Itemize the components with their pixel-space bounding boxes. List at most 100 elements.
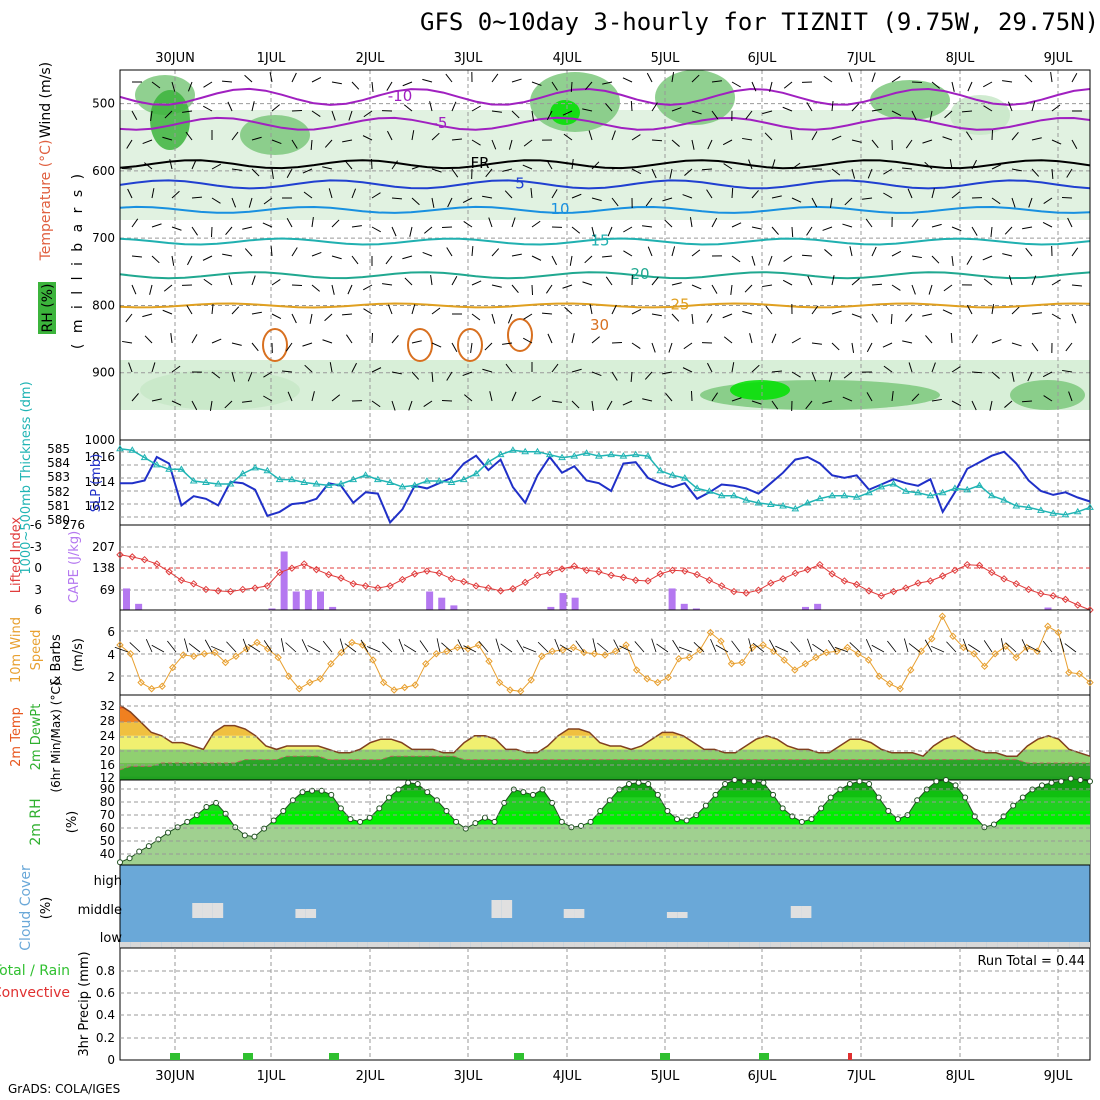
wind-barb [891, 391, 894, 402]
thickness-point [1086, 503, 1094, 510]
thickness-point [275, 475, 284, 483]
wind-barb [592, 638, 597, 653]
cloud-level-label: low [100, 931, 123, 946]
wind-speed-point [675, 655, 683, 663]
lifted-index-point [263, 582, 272, 590]
temperature-contour [457, 328, 483, 362]
wind-barb [982, 255, 993, 261]
rh-point [885, 808, 892, 815]
wind-barb [887, 640, 897, 653]
low-cloud-bar [274, 942, 286, 948]
wind-barb [202, 255, 213, 261]
wind-barb [263, 395, 273, 402]
rh-point [117, 859, 123, 866]
wind-barb [605, 103, 613, 112]
wind-barb [311, 110, 321, 118]
thickness-point [1012, 501, 1021, 509]
wind-barb [911, 110, 917, 121]
wind-barb [516, 639, 525, 653]
lifted-index-point [1037, 590, 1045, 598]
wind-barb [348, 110, 353, 121]
lifted-index-point [1024, 585, 1033, 594]
middle-cloud-bar [202, 903, 213, 918]
wind-barb [363, 284, 373, 291]
wind-barb [671, 246, 676, 257]
lifted-index-point [644, 577, 652, 585]
thickness-point [288, 475, 296, 483]
wind-barb [251, 311, 262, 315]
thickness-point [828, 491, 837, 499]
lifted-index-point [226, 587, 235, 596]
y-axis-title: & Barbs [49, 634, 64, 686]
thickness-point [472, 469, 480, 477]
rh-point [933, 778, 940, 785]
lifted-index-point [767, 579, 775, 587]
low-cloud-bar [625, 942, 636, 948]
wind-barb [831, 101, 834, 112]
wind-barb [411, 197, 420, 206]
wind-barb [591, 371, 602, 377]
contour-label: 30 [590, 316, 609, 334]
lifted-index-point [447, 575, 456, 583]
wind-barb [511, 253, 522, 257]
wind-barb [691, 139, 695, 150]
thickness-point [373, 475, 382, 483]
wind-barb [302, 168, 313, 174]
wind-barb [322, 640, 333, 653]
wind-barb [228, 275, 233, 286]
date-label-top: 3JUL [454, 51, 484, 66]
wind-barb [429, 101, 433, 112]
wind-barb [951, 366, 961, 373]
wind-barb [451, 276, 458, 286]
wind-barb [575, 640, 585, 653]
lifted-index-point [963, 560, 971, 569]
wind-barb [431, 307, 441, 315]
thickness-point [889, 479, 898, 487]
wind-barb [351, 362, 357, 373]
contour-label: FR [470, 154, 489, 172]
wind-barb [188, 643, 201, 653]
rh-point [741, 778, 748, 785]
low-cloud-bar [522, 942, 533, 948]
wind-barb [782, 279, 793, 286]
wind-barb [806, 102, 813, 112]
wind-barb [908, 362, 913, 373]
rh-point [942, 777, 949, 783]
wind-barb [144, 162, 153, 170]
run-total-label: Run Total = 0.44 [977, 954, 1085, 969]
wind-barb [263, 197, 273, 205]
wind-barb [983, 81, 993, 88]
rh-point [846, 781, 853, 788]
dewpoint-line [119, 755, 1090, 771]
wind-speed-point [516, 687, 525, 695]
wind-barb [849, 246, 853, 257]
date-label-bottom: 2JUL [356, 1069, 386, 1084]
wind-barb [911, 255, 922, 259]
wind-barb [424, 226, 433, 234]
low-cloud-bar [543, 942, 554, 948]
wind-barb [430, 275, 433, 286]
wind-speed-point [337, 648, 346, 657]
wind-barb [911, 81, 923, 84]
wind-speed-point [369, 656, 377, 664]
wind-barb [271, 104, 280, 112]
wind-barb [1022, 226, 1033, 230]
wind-barb [345, 161, 353, 170]
rh-point [1038, 782, 1045, 789]
wind-barb [951, 400, 962, 407]
wind-barb [591, 400, 594, 411]
wind-barb [967, 81, 973, 92]
wind-barb [1042, 222, 1053, 228]
thickness-point [165, 465, 173, 472]
wind-barb [531, 284, 534, 296]
wind-barb [471, 139, 481, 146]
wind-barb [631, 168, 642, 175]
y-axis-title: (6hr Min/Max) (°C) [49, 681, 63, 792]
wind-barb [1004, 226, 1013, 235]
wind-barb [1051, 313, 1061, 320]
low-cloud-bar [305, 942, 317, 948]
wind-barb [371, 226, 381, 233]
rh-point [577, 822, 584, 829]
slp-line [120, 450, 1091, 525]
